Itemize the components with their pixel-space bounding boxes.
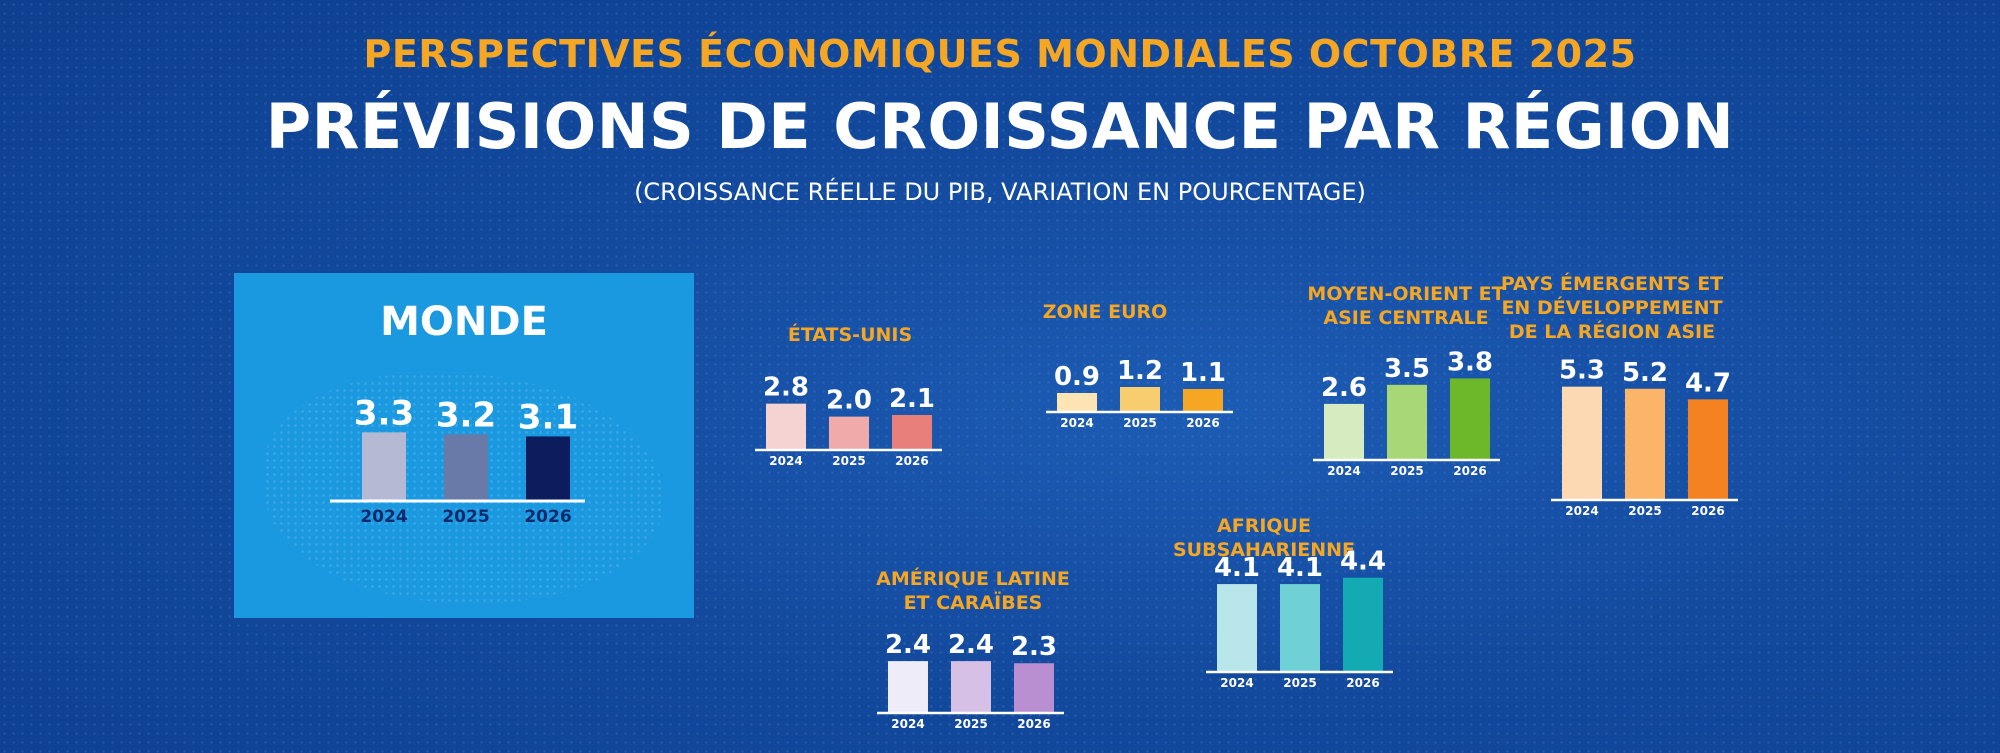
bar-moyen-orient-2025 [1387, 384, 1427, 459]
chart-title-line: ASIE CENTRALE [1323, 307, 1489, 329]
year-label-zone-euro-2024: 2024 [1060, 416, 1093, 430]
bar-afrique-2026 [1343, 577, 1383, 671]
value-label-etats-unis-2026: 2.1 [889, 384, 935, 414]
chart-title-amerique-latine: AMÉRIQUE LATINE ET CARAÏBES [843, 567, 1103, 615]
value-label-asie-2024: 5.3 [1559, 356, 1605, 386]
bar-amerique-latine-2025 [951, 661, 991, 712]
bar-zone-euro-2026 [1183, 389, 1223, 411]
value-label-amerique-latine-2026: 2.3 [1011, 632, 1057, 662]
page-title: PRÉVISIONS DE CROISSANCE PAR RÉGION [265, 90, 1735, 163]
year-label-amerique-latine-2025: 2025 [954, 717, 987, 731]
bar-asie-2024 [1562, 386, 1602, 499]
year-label-asie-2026: 2026 [1691, 504, 1724, 518]
chart-title-asie: PAYS ÉMERGENTS ET EN DÉVELOPPEMENT DE LA… [1482, 272, 1742, 344]
chart-title-afrique: AFRIQUE SUBSAHARIENNE [1172, 515, 1356, 561]
value-label-moyen-orient-2025: 3.5 [1384, 354, 1430, 384]
bar-afrique-2025 [1280, 584, 1320, 671]
value-label-zone-euro-2024: 0.9 [1054, 362, 1100, 392]
bar-etats-unis-2024 [766, 403, 806, 449]
chart-title-monde: MONDE [380, 299, 548, 345]
bar-asie-2025 [1625, 388, 1665, 499]
year-label-moyen-orient-2024: 2024 [1327, 464, 1360, 478]
year-label-asie-2024: 2024 [1565, 504, 1598, 518]
chart-title-line: PAYS ÉMERGENTS ET [1500, 273, 1724, 295]
bar-amerique-latine-2024 [888, 661, 928, 712]
world-map-graphic [264, 373, 664, 603]
value-label-etats-unis-2025: 2.0 [826, 386, 872, 416]
value-label-asie-2025: 5.2 [1622, 358, 1668, 388]
chart-title-zone-euro: ZONE EURO [1042, 301, 1168, 323]
chart-title-line: MOYEN-ORIENT ET [1307, 283, 1505, 305]
year-label-zone-euro-2026: 2026 [1186, 416, 1219, 430]
value-label-zone-euro-2026: 1.1 [1180, 358, 1226, 388]
bar-asie-2026 [1688, 399, 1728, 499]
value-label-zone-euro-2025: 1.2 [1117, 356, 1163, 386]
year-label-moyen-orient-2025: 2025 [1390, 464, 1423, 478]
bar-moyen-orient-2024 [1324, 403, 1364, 459]
year-label-zone-euro-2025: 2025 [1123, 416, 1156, 430]
year-label-moyen-orient-2026: 2026 [1453, 464, 1486, 478]
value-label-moyen-orient-2024: 2.6 [1321, 373, 1367, 403]
chart-title-etats-unis: ÉTATS-UNIS [787, 324, 913, 346]
value-label-moyen-orient-2026: 3.8 [1447, 347, 1493, 377]
bar-etats-unis-2025 [829, 416, 869, 449]
value-label-amerique-latine-2025: 2.4 [948, 630, 994, 660]
year-label-afrique-2025: 2025 [1283, 676, 1316, 690]
year-label-etats-unis-2024: 2024 [769, 454, 802, 468]
report-supertitle: PERSPECTIVES ÉCONOMIQUES MONDIALES OCTOB… [363, 32, 1637, 76]
chart-title-line: ET CARAÏBES [903, 592, 1043, 614]
bar-amerique-latine-2026 [1014, 663, 1054, 712]
chart-title-line: AMÉRIQUE LATINE [876, 568, 1070, 590]
value-label-etats-unis-2024: 2.8 [763, 373, 809, 403]
chart-title-moyen-orient: MOYEN-ORIENT ET ASIE CENTRALE [1276, 282, 1536, 330]
bar-etats-unis-2026 [892, 414, 932, 449]
year-label-amerique-latine-2026: 2026 [1017, 717, 1050, 731]
year-label-afrique-2024: 2024 [1220, 676, 1253, 690]
value-label-amerique-latine-2024: 2.4 [885, 630, 931, 660]
year-label-afrique-2026: 2026 [1346, 676, 1379, 690]
bar-afrique-2024 [1217, 584, 1257, 671]
year-label-etats-unis-2025: 2025 [832, 454, 865, 468]
year-label-etats-unis-2026: 2026 [895, 454, 928, 468]
bar-moyen-orient-2026 [1450, 378, 1490, 459]
year-label-asie-2025: 2025 [1628, 504, 1661, 518]
chart-title-line: EN DÉVELOPPEMENT [1501, 297, 1723, 319]
chart-title-line: DE LA RÉGION ASIE [1508, 321, 1716, 343]
bar-zone-euro-2025 [1120, 387, 1160, 411]
bar-zone-euro-2024 [1057, 393, 1097, 411]
page-subtitle: (CROISSANCE RÉELLE DU PIB, VARIATION EN … [634, 178, 1366, 206]
year-label-amerique-latine-2024: 2024 [891, 717, 924, 731]
value-label-asie-2026: 4.7 [1685, 368, 1731, 398]
world-panel: MONDE [234, 273, 694, 618]
